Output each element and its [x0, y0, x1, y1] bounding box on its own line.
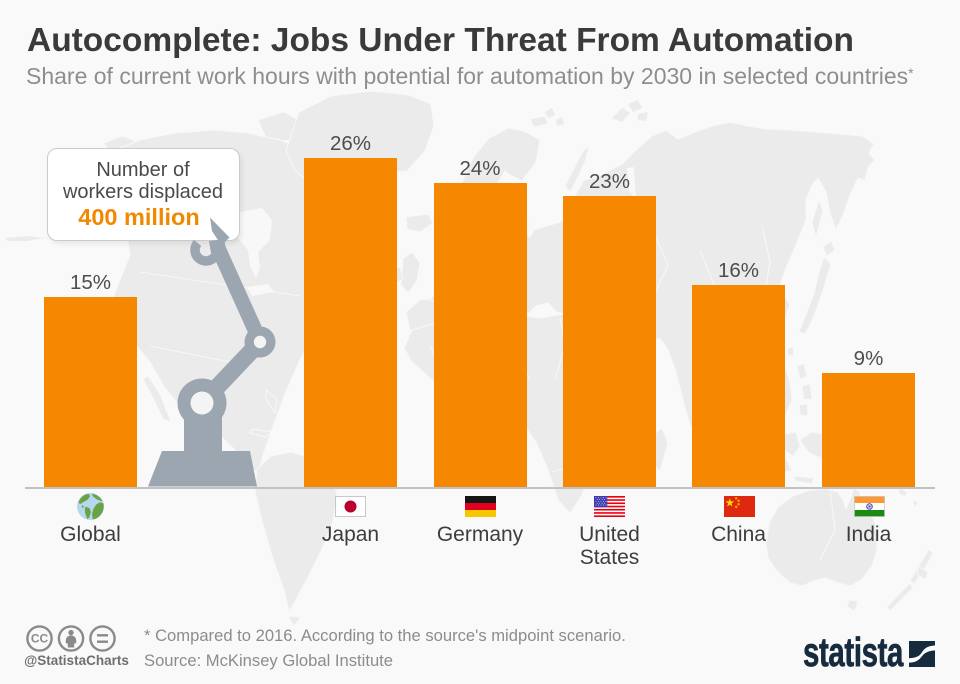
svg-text:CC: CC	[31, 631, 49, 645]
